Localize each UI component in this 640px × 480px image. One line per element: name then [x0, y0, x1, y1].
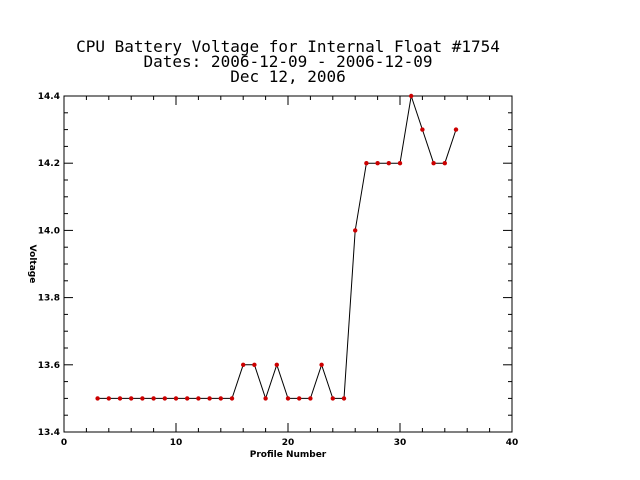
data-point — [252, 362, 257, 367]
data-point — [453, 127, 459, 132]
data-point — [319, 362, 324, 367]
data-point — [375, 161, 380, 166]
data-point — [241, 362, 246, 367]
data-point — [173, 396, 179, 401]
chart-title: CPU Battery Voltage for Internal Float #… — [76, 37, 500, 86]
data-point — [185, 396, 190, 401]
title-line-1: CPU Battery Voltage for Internal Float #… — [76, 37, 500, 56]
data-point — [297, 396, 302, 401]
data-point — [409, 93, 414, 99]
y-axis-ticks — [64, 95, 512, 433]
data-point — [442, 161, 447, 166]
x-axis-ticks — [63, 96, 513, 432]
plot-frame — [63, 95, 513, 433]
data-point — [397, 161, 403, 166]
x-tick-label: 30 — [394, 438, 407, 448]
data-point — [431, 161, 436, 166]
y-tick-label: 14.4 — [38, 92, 60, 102]
data-point — [140, 396, 145, 401]
title-line-2: Dates: 2006-12-09 - 2006-12-09 — [144, 52, 433, 71]
data-point — [229, 396, 235, 401]
y-axis-label: Voltage — [27, 245, 37, 284]
data-point — [95, 396, 100, 401]
data-point — [341, 396, 347, 401]
y-tick-label: 14.2 — [38, 159, 60, 169]
x-tick-label: 10 — [170, 438, 183, 448]
series-line — [97, 95, 457, 400]
title-line-3: Dec 12, 2006 — [230, 67, 346, 86]
data-point — [151, 396, 156, 401]
data-point — [263, 396, 268, 401]
data-point — [106, 396, 112, 401]
y-tick-label: 13.4 — [38, 428, 60, 438]
data-point — [218, 396, 223, 401]
data-point — [420, 127, 425, 132]
x-tick-label: 20 — [282, 438, 295, 448]
x-axis-tick-labels: 0 10 20 30 40 — [61, 438, 518, 448]
data-point — [196, 396, 201, 401]
x-tick-label: 40 — [506, 438, 519, 448]
data-point — [285, 396, 291, 401]
x-axis-label: Profile Number — [250, 450, 327, 460]
data-point — [364, 161, 369, 166]
data-point — [162, 396, 167, 401]
data-point — [386, 161, 391, 166]
x-tick-label: 0 — [61, 438, 67, 448]
data-point — [129, 396, 134, 401]
data-points — [95, 93, 459, 401]
data-point — [117, 396, 123, 401]
data-point — [353, 228, 358, 233]
data-point — [308, 396, 313, 401]
y-axis-tick-labels: 13.4 13.6 13.8 14.0 14.2 14.4 — [38, 92, 60, 438]
y-tick-label: 13.8 — [38, 294, 60, 304]
data-point — [207, 396, 212, 401]
y-tick-label: 13.6 — [38, 361, 60, 371]
y-tick-label: 14.0 — [38, 226, 60, 236]
data-point — [330, 396, 335, 401]
data-point — [274, 362, 279, 367]
